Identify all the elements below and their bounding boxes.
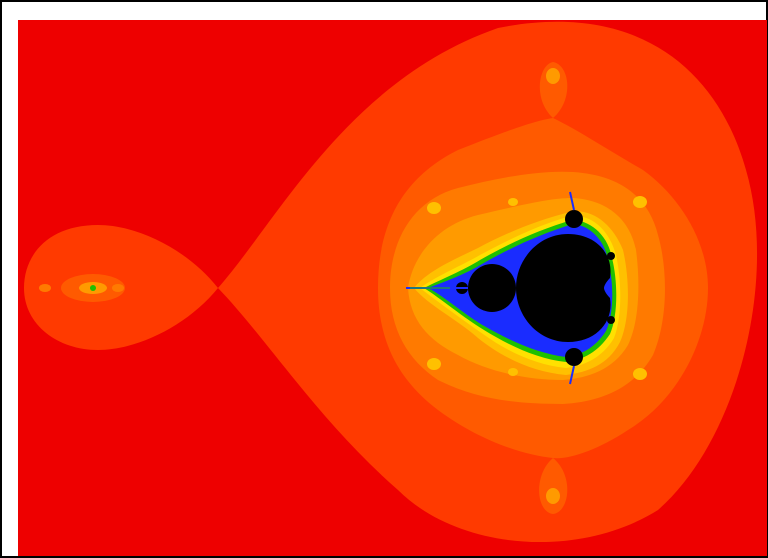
upper-right-mini-bulb <box>607 252 615 260</box>
top-filament <box>569 191 575 211</box>
top-mini-bulb <box>565 210 583 228</box>
bottom-bulb-outer <box>539 458 568 514</box>
bottom-mini-bulb <box>565 348 583 366</box>
left-bulb-small-b <box>112 284 124 292</box>
mandelbrot-set-body <box>456 210 615 366</box>
main-cardioid <box>516 234 611 342</box>
period-2-bulb <box>468 264 516 312</box>
lower-right-mini-bulb <box>607 316 615 324</box>
fractal-render-area <box>18 20 767 556</box>
satellite-bottom-left <box>427 358 441 370</box>
mandelbrot-fractal <box>18 20 767 556</box>
left-bulb-spot <box>90 285 96 291</box>
satellite-top-right <box>633 196 647 208</box>
satellite-top-mid <box>508 198 518 206</box>
satellite-top-left <box>427 202 441 214</box>
bottom-filament <box>569 365 575 385</box>
bottom-bulb-core <box>546 488 560 504</box>
satellite-bottom-mid <box>508 368 518 376</box>
top-bulb-core <box>546 68 560 84</box>
satellite-bottom-right <box>633 368 647 380</box>
left-bulb-small-a <box>39 284 51 292</box>
